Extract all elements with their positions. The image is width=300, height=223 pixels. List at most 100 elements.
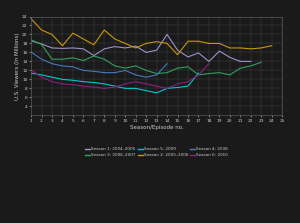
Season 2: 2005–2006: (2, 21): 2005–2006: (2, 21) [40,29,43,31]
Line: Season 6: 2010: Season 6: 2010 [31,64,209,88]
Season 1: 2004–2005: (6, 16.8): 2004–2005: (6, 16.8) [82,47,85,50]
Season 2: 2005–2006: (3, 20): 2005–2006: (3, 20) [50,33,54,36]
Season 6: 2010: (4, 9): 2010: (4, 9) [61,83,64,85]
Line: Season 1: 2004–2005: Season 1: 2004–2005 [31,35,251,61]
Season 2: 2005–2006: (17, 18.5): 2005–2006: (17, 18.5) [197,40,200,43]
Season 1: 2004–2005: (10, 17): 2004–2005: (10, 17) [123,47,127,49]
Season 2: 2005–2006: (11, 17): 2005–2006: (11, 17) [134,47,137,49]
Season 6: 2010: (3, 9.5): 2010: (3, 9.5) [50,80,54,83]
Season 2: 2005–2006: (15, 15.5): 2005–2006: (15, 15.5) [176,53,179,56]
Legend: Season 1: 2004–2005, Season 3: 2006–2007, Season 5: 2009, Season 2: 2005–2006, S: Season 1: 2004–2005, Season 3: 2006–2007… [85,147,228,157]
Season 6: 2010: (18, 13.5): 2010: (18, 13.5) [207,62,211,65]
Season 3: 2006–2007: (14, 11.5): 2006–2007: (14, 11.5) [165,71,169,74]
Season 3: 2006–2007: (1, 18.8): 2006–2007: (1, 18.8) [29,39,33,41]
Season 6: 2010: (13, 8.5): 2010: (13, 8.5) [155,85,158,87]
Line: Season 4: 2008: Season 4: 2008 [31,52,167,77]
Season 1: 2004–2005: (21, 14): 2004–2005: (21, 14) [238,60,242,63]
Season 2: 2005–2006: (14, 18): 2005–2006: (14, 18) [165,42,169,45]
Season 4: 2008: (9, 11.5): 2008: (9, 11.5) [113,71,117,74]
Season 4: 2008: (13, 11): 2008: (13, 11) [155,74,158,76]
Season 3: 2006–2007: (6, 14.2): 2006–2007: (6, 14.2) [82,59,85,62]
Season 2: 2005–2006: (24, 17.5): 2005–2006: (24, 17.5) [270,44,274,47]
Season 1: 2004–2005: (7, 15.3): 2004–2005: (7, 15.3) [92,54,96,57]
Season 6: 2010: (10, 9): 2010: (10, 9) [123,83,127,85]
Season 5: 2009: (17, 11.4): 2009: (17, 11.4) [197,72,200,74]
Season 5: 2009: (4, 10): 2009: (4, 10) [61,78,64,81]
Season 6: 2010: (7, 8.3): 2010: (7, 8.3) [92,86,96,88]
Season 6: 2010: (16, 9.5): 2010: (16, 9.5) [186,80,190,83]
Season 5: 2009: (11, 8): 2009: (11, 8) [134,87,137,90]
Season 3: 2006–2007: (16, 12.8): 2006–2007: (16, 12.8) [186,66,190,68]
Season 2: 2005–2006: (16, 18.5): 2005–2006: (16, 18.5) [186,40,190,43]
Season 1: 2004–2005: (17, 15.9): 2004–2005: (17, 15.9) [197,52,200,54]
Season 6: 2010: (6, 8.5): 2010: (6, 8.5) [82,85,85,87]
Season 5: 2009: (15, 8.2): 2009: (15, 8.2) [176,86,179,89]
Season 1: 2004–2005: (20, 14.9): 2004–2005: (20, 14.9) [228,56,232,59]
Season 3: 2006–2007: (21, 12.5): 2006–2007: (21, 12.5) [238,67,242,70]
Season 4: 2008: (12, 10.5): 2008: (12, 10.5) [144,76,148,78]
Season 5: 2009: (12, 7.5): 2009: (12, 7.5) [144,89,148,92]
Season 5: 2009: (1, 11.4): 2009: (1, 11.4) [29,72,33,74]
Season 5: 2009: (10, 8): 2009: (10, 8) [123,87,127,90]
Season 3: 2006–2007: (7, 15.2): 2006–2007: (7, 15.2) [92,55,96,57]
Season 6: 2010: (11, 9.5): 2010: (11, 9.5) [134,80,137,83]
Season 3: 2006–2007: (17, 11): 2006–2007: (17, 11) [197,74,200,76]
Season 4: 2008: (4, 13): 2008: (4, 13) [61,65,64,67]
Season 3: 2006–2007: (10, 12.5): 2006–2007: (10, 12.5) [123,67,127,70]
Season 2: 2005–2006: (19, 18): 2005–2006: (19, 18) [218,42,221,45]
Season 6: 2010: (14, 8): 2010: (14, 8) [165,87,169,90]
Season 1: 2004–2005: (16, 15): 2004–2005: (16, 15) [186,56,190,58]
Season 2: 2005–2006: (7, 17.7): 2005–2006: (7, 17.7) [92,43,96,46]
Season 1: 2004–2005: (9, 17.3): 2004–2005: (9, 17.3) [113,45,117,48]
Season 2: 2005–2006: (13, 18.4): 2005–2006: (13, 18.4) [155,40,158,43]
Season 6: 2010: (9, 8.3): 2010: (9, 8.3) [113,86,117,88]
Line: Season 2: 2005–2006: Season 2: 2005–2006 [31,19,272,55]
Season 1: 2004–2005: (18, 14): 2004–2005: (18, 14) [207,60,211,63]
Season 5: 2009: (6, 9.5): 2009: (6, 9.5) [82,80,85,83]
Season 6: 2010: (1, 12.1): 2010: (1, 12.1) [29,69,33,71]
Season 3: 2006–2007: (11, 13): 2006–2007: (11, 13) [134,65,137,67]
Y-axis label: U.S. Viewers (In Millions): U.S. Viewers (In Millions) [15,32,20,100]
Season 3: 2006–2007: (2, 17.8): 2006–2007: (2, 17.8) [40,43,43,46]
Season 1: 2004–2005: (22, 14): 2004–2005: (22, 14) [249,60,253,63]
Season 5: 2009: (16, 8.5): 2009: (16, 8.5) [186,85,190,87]
Season 3: 2006–2007: (13, 11.3): 2006–2007: (13, 11.3) [155,72,158,75]
Season 6: 2010: (2, 10.5): 2010: (2, 10.5) [40,76,43,78]
Season 4: 2008: (10, 12): 2008: (10, 12) [123,69,127,72]
Season 1: 2004–2005: (4, 16.9): 2004–2005: (4, 16.9) [61,47,64,50]
Season 4: 2008: (1, 16.1): 2008: (1, 16.1) [29,51,33,53]
Season 1: 2004–2005: (12, 16): 2004–2005: (12, 16) [144,51,148,54]
Season 3: 2006–2007: (15, 12.5): 2006–2007: (15, 12.5) [176,67,179,70]
Season 4: 2008: (2, 14.5): 2008: (2, 14.5) [40,58,43,60]
Season 3: 2006–2007: (18, 11.3): 2006–2007: (18, 11.3) [207,72,211,75]
Season 2: 2005–2006: (12, 18): 2005–2006: (12, 18) [144,42,148,45]
Season 4: 2008: (8, 11.5): 2008: (8, 11.5) [103,71,106,74]
Season 2: 2005–2006: (9, 19): 2005–2006: (9, 19) [113,38,117,40]
Season 4: 2008: (11, 11): 2008: (11, 11) [134,74,137,76]
Season 2: 2005–2006: (23, 17): 2005–2006: (23, 17) [260,47,263,49]
Season 4: 2008: (6, 12): 2008: (6, 12) [82,69,85,72]
Season 5: 2009: (13, 7): 2009: (13, 7) [155,91,158,94]
Season 2: 2005–2006: (8, 21): 2005–2006: (8, 21) [103,29,106,31]
Season 3: 2006–2007: (19, 11.5): 2006–2007: (19, 11.5) [218,71,221,74]
Season 5: 2009: (14, 8): 2009: (14, 8) [165,87,169,90]
Season 6: 2010: (17, 11): 2010: (17, 11) [197,74,200,76]
Season 2: 2005–2006: (10, 18): 2005–2006: (10, 18) [123,42,127,45]
Season 1: 2004–2005: (11, 17.4): 2004–2005: (11, 17.4) [134,45,137,47]
Season 2: 2005–2006: (4, 17.5): 2005–2006: (4, 17.5) [61,44,64,47]
Season 5: 2009: (8, 9): 2009: (8, 9) [103,83,106,85]
Season 2: 2005–2006: (22, 16.8): 2005–2006: (22, 16.8) [249,47,253,50]
Season 3: 2006–2007: (23, 13.8): 2006–2007: (23, 13.8) [260,61,263,64]
Season 3: 2006–2007: (9, 13): 2006–2007: (9, 13) [113,65,117,67]
Season 5: 2009: (5, 9.8): 2009: (5, 9.8) [71,79,75,82]
Season 6: 2010: (5, 8.8): 2010: (5, 8.8) [71,83,75,86]
Season 3: 2006–2007: (5, 14.8): 2006–2007: (5, 14.8) [71,56,75,59]
Season 1: 2004–2005: (15, 16.5): 2004–2005: (15, 16.5) [176,49,179,52]
Season 5: 2009: (2, 11): 2009: (2, 11) [40,74,43,76]
Season 3: 2006–2007: (3, 14.5): 2006–2007: (3, 14.5) [50,58,54,60]
Season 3: 2006–2007: (8, 14.5): 2006–2007: (8, 14.5) [103,58,106,60]
Season 6: 2010: (15, 9): 2010: (15, 9) [176,83,179,85]
Season 4: 2008: (5, 12.8): 2008: (5, 12.8) [71,66,75,68]
Line: Season 5: 2009: Season 5: 2009 [31,73,199,93]
Season 3: 2006–2007: (22, 13): 2006–2007: (22, 13) [249,65,253,67]
